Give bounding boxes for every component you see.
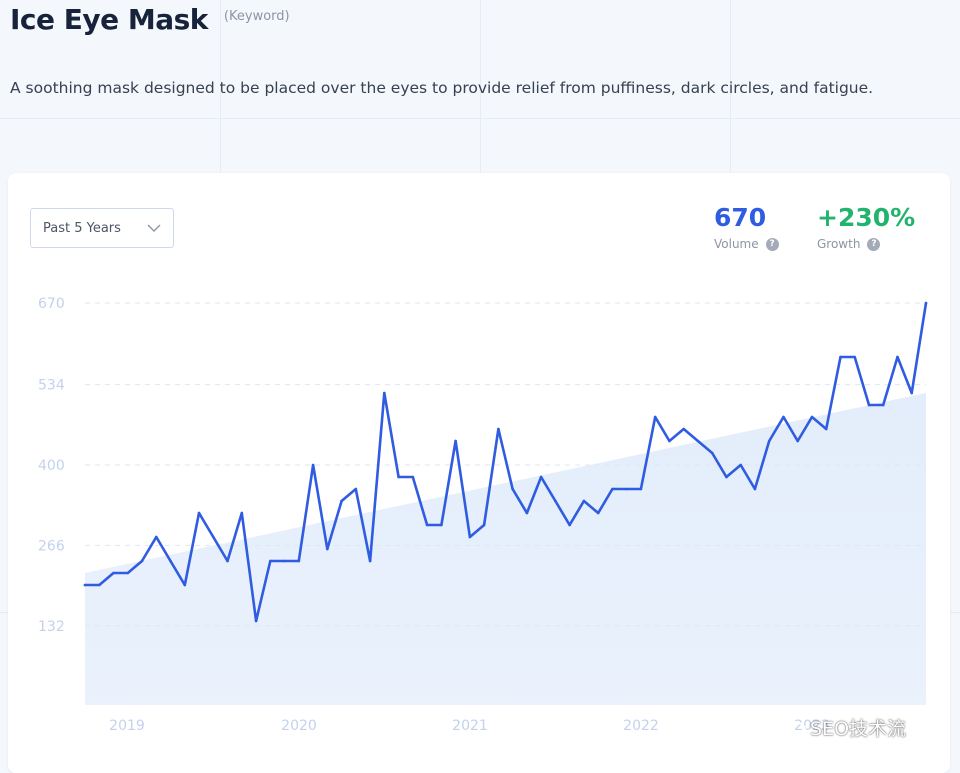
data-point: [625, 487, 628, 491]
data-point: [725, 475, 728, 479]
data-point: [682, 427, 685, 431]
data-point: [639, 487, 643, 491]
trend-area: [85, 393, 926, 705]
data-point: [767, 439, 771, 443]
data-point: [582, 499, 586, 503]
keyword-tag: (Keyword): [223, 8, 290, 24]
data-point: [269, 559, 272, 563]
data-point: [112, 571, 115, 575]
data-point: [824, 427, 828, 431]
data-point: [140, 559, 144, 563]
data-point: [197, 511, 201, 515]
data-point: [326, 547, 329, 551]
data-point: [169, 559, 172, 563]
data-point: [896, 355, 899, 359]
data-point: [554, 499, 557, 503]
x-tick-label: 2022: [623, 718, 659, 734]
data-point: [397, 475, 400, 479]
volume-metric: 670 Volume ?: [714, 203, 779, 251]
data-point: [354, 487, 358, 491]
growth-label: Growth: [817, 237, 861, 251]
data-point: [254, 619, 258, 623]
data-point: [97, 583, 101, 587]
volume-label: Volume: [714, 237, 759, 251]
chevron-down-icon: [147, 224, 161, 232]
data-point: [596, 511, 600, 515]
x-tick-label: 2021: [452, 718, 488, 734]
watermark: SEO技术流: [768, 712, 906, 742]
range-select-label: Past 5 Years: [43, 220, 121, 236]
data-point: [468, 535, 472, 539]
data-point: [668, 439, 671, 443]
x-tick-label: 2020: [281, 718, 317, 734]
data-point: [910, 391, 914, 395]
data-point: [340, 499, 343, 503]
y-tick-label: 400: [38, 458, 65, 474]
data-point: [383, 391, 386, 395]
data-point: [368, 559, 372, 563]
data-point: [881, 403, 885, 407]
data-point: [539, 475, 543, 479]
data-point: [482, 523, 486, 527]
growth-metric: +230% Growth ?: [817, 203, 915, 251]
data-point: [710, 451, 714, 455]
data-point: [753, 487, 757, 491]
data-point: [440, 523, 443, 527]
data-point: [311, 463, 315, 467]
data-point: [154, 535, 158, 539]
description: A soothing mask designed to be placed ov…: [10, 79, 874, 97]
header: Ice Eye Mask (Keyword): [10, 0, 290, 38]
data-point: [696, 439, 700, 443]
growth-help-icon[interactable]: ?: [867, 237, 881, 251]
data-point: [411, 475, 415, 479]
page-title: Ice Eye Mask: [10, 2, 208, 36]
volume-value: 670: [714, 203, 767, 232]
y-tick-label: 534: [38, 378, 65, 394]
data-point: [568, 523, 571, 527]
data-point: [796, 439, 800, 443]
growth-value: +230%: [817, 203, 916, 232]
data-point: [525, 511, 529, 515]
data-point: [867, 403, 871, 407]
data-point: [297, 559, 301, 563]
data-point: [653, 415, 657, 419]
data-point: [425, 523, 429, 527]
data-point: [226, 559, 229, 563]
x-tick-label: 2023: [794, 718, 830, 734]
data-point: [739, 463, 742, 467]
y-tick-label: 266: [38, 538, 65, 554]
volume-help-icon[interactable]: ?: [765, 237, 779, 251]
data-point: [283, 559, 286, 563]
y-tick-label: 132: [38, 619, 65, 635]
x-tick-label: 2019: [109, 718, 145, 734]
data-point: [511, 487, 514, 491]
data-point: [211, 535, 215, 539]
wechat-icon: [770, 714, 806, 739]
data-point: [240, 511, 244, 515]
range-select[interactable]: Past 5 Years: [30, 208, 174, 248]
data-point: [83, 583, 87, 587]
y-tick-label: 670: [38, 296, 65, 312]
series-line: [83, 301, 928, 623]
data-point: [782, 415, 785, 419]
data-point: [126, 571, 130, 575]
data-point: [839, 355, 842, 359]
data-point: [497, 427, 500, 431]
data-point: [924, 301, 928, 305]
watermark-text: SEO技术流: [810, 717, 907, 740]
data-point: [183, 583, 187, 587]
data-point: [611, 487, 614, 491]
data-point: [853, 355, 857, 359]
data-point: [454, 439, 457, 443]
data-point: [810, 415, 814, 419]
